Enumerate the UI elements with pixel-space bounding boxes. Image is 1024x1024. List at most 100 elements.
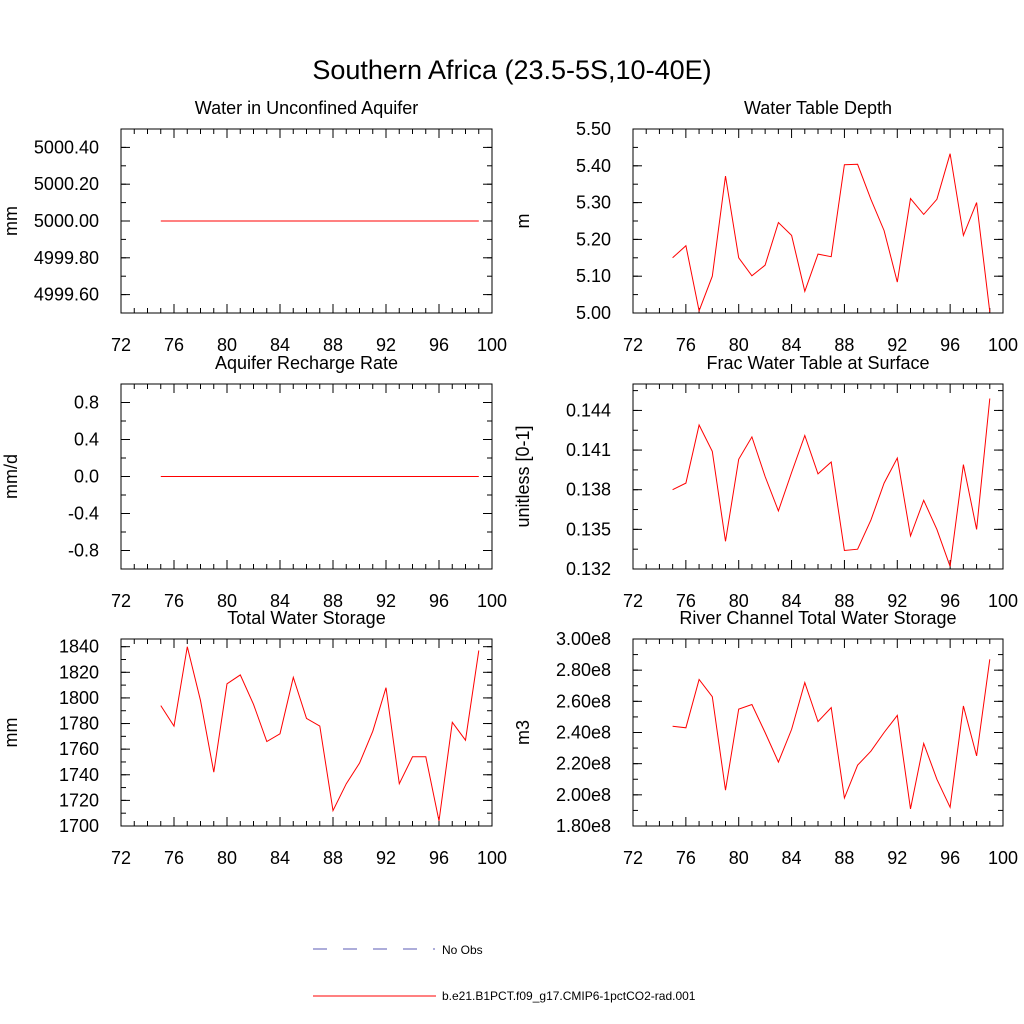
y-tick-label: 2.00e8 xyxy=(556,785,611,805)
y-tick-label: 5000.20 xyxy=(34,174,99,194)
y-tick-label: 0.144 xyxy=(566,400,611,420)
x-tick-label: 96 xyxy=(429,591,449,611)
y-tick-label: -0.4 xyxy=(68,504,99,524)
x-tick-label: 84 xyxy=(270,591,290,611)
legend-model-label: b.e21.B1PCT.f09_g17.CMIP6-1pctCO2-rad.00… xyxy=(442,989,696,1003)
x-tick-label: 92 xyxy=(376,591,396,611)
y-axis-label: mm xyxy=(1,206,21,236)
y-tick-label: 4999.80 xyxy=(34,248,99,268)
x-tick-label: 100 xyxy=(477,848,507,868)
x-tick-label: 100 xyxy=(988,591,1018,611)
y-tick-label: 5000.40 xyxy=(34,137,99,157)
x-tick-label: 80 xyxy=(217,848,237,868)
y-tick-label: 0.138 xyxy=(566,480,611,500)
x-tick-label: 80 xyxy=(217,335,237,355)
y-tick-label: 0.141 xyxy=(566,440,611,460)
x-tick-label: 96 xyxy=(940,591,960,611)
x-tick-label: 84 xyxy=(782,848,802,868)
y-tick-label: 3.00e8 xyxy=(556,629,611,649)
series-line-river-storage xyxy=(672,659,991,810)
y-axis-label: mm/d xyxy=(1,454,21,499)
x-tick-label: 72 xyxy=(111,335,131,355)
x-tick-label: 84 xyxy=(270,335,290,355)
x-tick-label: 92 xyxy=(887,335,907,355)
y-tick-label: 4999.60 xyxy=(34,285,99,305)
legend-obs-label: No Obs xyxy=(442,943,483,957)
y-tick-label: 5.00 xyxy=(576,303,611,323)
y-tick-label: 1780 xyxy=(59,714,99,734)
x-tick-label: 96 xyxy=(940,335,960,355)
x-tick-label: 96 xyxy=(940,848,960,868)
y-tick-label: 0.0 xyxy=(74,467,99,487)
x-tick-label: 88 xyxy=(834,591,854,611)
x-tick-label: 92 xyxy=(887,848,907,868)
series-line-water-table-depth xyxy=(672,153,991,313)
series-line-frac-water-table xyxy=(672,398,991,567)
x-tick-label: 92 xyxy=(887,591,907,611)
x-tick-label: 80 xyxy=(729,848,749,868)
y-tick-label: 5.50 xyxy=(576,119,611,139)
y-tick-label: 5.40 xyxy=(576,156,611,176)
x-tick-label: 100 xyxy=(988,335,1018,355)
x-tick-label: 88 xyxy=(323,591,343,611)
y-tick-label: 0.132 xyxy=(566,559,611,579)
y-tick-label: 1800 xyxy=(59,688,99,708)
y-tick-label: 1.80e8 xyxy=(556,816,611,836)
x-tick-label: 76 xyxy=(164,848,184,868)
y-tick-label: 1820 xyxy=(59,662,99,682)
panel-title: Frac Water Table at Surface xyxy=(706,353,929,373)
y-tick-label: 1720 xyxy=(59,790,99,810)
panel-aquifer-water: Water in Unconfined Aquifer mm 72 76 80 84 88 9… xyxy=(1,98,507,355)
panel-river-storage: River Channel Total Water Storage m3 72 76 8… xyxy=(513,608,1018,868)
x-tick-label: 76 xyxy=(676,591,696,611)
y-tick-label: 0.135 xyxy=(566,519,611,539)
plot-frame xyxy=(632,383,1004,570)
x-tick-label: 84 xyxy=(782,335,802,355)
x-tick-label: 88 xyxy=(834,335,854,355)
legend: No Obs b.e21.B1PCT.f09_g17.CMIP6-1pctCO2… xyxy=(313,943,696,1003)
panel-water-table-depth: Water Table Depth m 72 76 80 84 88 92 96 100 5.00 5… xyxy=(513,98,1018,355)
y-tick-label: 1760 xyxy=(59,739,99,759)
x-tick-label: 76 xyxy=(676,335,696,355)
x-tick-label: 80 xyxy=(729,591,749,611)
y-tick-label: 5.10 xyxy=(576,266,611,286)
y-tick-label: 5000.00 xyxy=(34,211,99,231)
y-tick-label: 1840 xyxy=(59,637,99,657)
x-tick-label: 88 xyxy=(834,848,854,868)
x-tick-label: 92 xyxy=(376,848,396,868)
y-tick-label: -0.8 xyxy=(68,541,99,561)
panel-title: Water in Unconfined Aquifer xyxy=(195,98,418,118)
panel-title: Water Table Depth xyxy=(744,98,892,118)
x-tick-label: 96 xyxy=(429,335,449,355)
panel-title: Aquifer Recharge Rate xyxy=(215,353,398,373)
x-tick-label: 72 xyxy=(623,335,643,355)
x-tick-label: 72 xyxy=(623,591,643,611)
x-tick-label: 76 xyxy=(676,848,696,868)
x-tick-label: 76 xyxy=(164,591,184,611)
x-tick-label: 88 xyxy=(323,848,343,868)
y-tick-label: 5.20 xyxy=(576,229,611,249)
x-tick-label: 100 xyxy=(988,848,1018,868)
panel-frac-water-table: Frac Water Table at Surface unitless [0-1… xyxy=(513,353,1018,611)
y-tick-label: 1700 xyxy=(59,816,99,836)
x-tick-label: 72 xyxy=(623,848,643,868)
plot-frame xyxy=(632,128,1004,314)
plot-frame xyxy=(632,638,1004,827)
panel-title: Total Water Storage xyxy=(227,608,385,628)
x-tick-label: 92 xyxy=(376,335,396,355)
panel-title: River Channel Total Water Storage xyxy=(679,608,956,628)
y-tick-label: 0.8 xyxy=(74,393,99,413)
x-tick-label: 72 xyxy=(111,591,131,611)
y-tick-label: 1740 xyxy=(59,765,99,785)
y-tick-label: 2.80e8 xyxy=(556,660,611,680)
series-line-total-water-storage xyxy=(160,646,480,822)
y-axis-label: m3 xyxy=(513,720,533,745)
y-tick-label: 2.20e8 xyxy=(556,754,611,774)
x-tick-label: 76 xyxy=(164,335,184,355)
x-tick-label: 100 xyxy=(477,591,507,611)
y-axis-label: mm xyxy=(1,718,21,748)
plot-frame xyxy=(120,638,493,827)
y-axis-label: unitless [0-1] xyxy=(513,425,533,527)
panel-total-water-storage: Total Water Storage mm 72 76 80 84 88 92 96 100 17… xyxy=(1,608,507,868)
